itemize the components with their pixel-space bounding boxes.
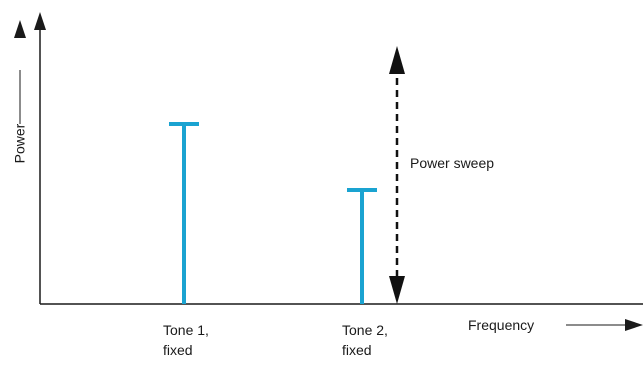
tone-1-label: Tone 1, xyxy=(163,322,209,338)
tone-2-label: Tone 2, xyxy=(342,322,388,338)
tone-1-sublabel: fixed xyxy=(163,342,193,358)
x-label-arrowhead xyxy=(625,319,643,331)
y-axis-label: Power xyxy=(11,123,28,164)
x-axis-label: Frequency xyxy=(468,317,535,333)
power-sweep-label: Power sweep xyxy=(410,155,495,171)
power-sweep-arrowhead-top xyxy=(389,46,405,74)
y-label-arrowhead xyxy=(14,20,26,38)
tone-2-sublabel: fixed xyxy=(342,342,372,358)
y-axis-arrowhead xyxy=(34,12,46,30)
power-sweep-arrowhead-bottom xyxy=(389,276,405,304)
